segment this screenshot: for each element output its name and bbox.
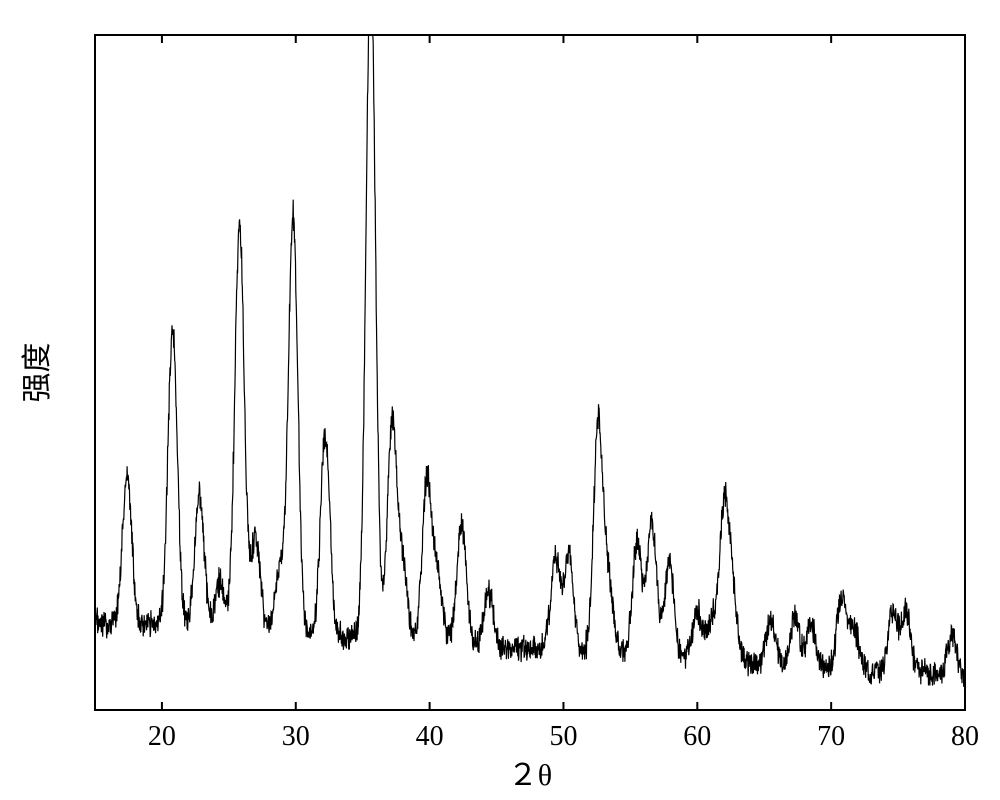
x-tick-label: 80 [951, 721, 979, 752]
x-tick-label: 40 [416, 721, 444, 752]
x-tick-label: 20 [148, 721, 176, 752]
xrd-chart: 20 30 40 50 60 70 80 ２θ 强度 [0, 0, 1000, 800]
y-axis-label: 强度 [21, 343, 54, 403]
x-tick-label: 70 [817, 721, 845, 752]
x-tick-label: 60 [683, 721, 711, 752]
x-tick-label: 30 [282, 721, 310, 752]
chart-svg: 20 30 40 50 60 70 80 ２θ 强度 [0, 0, 1000, 800]
x-tick-label: 50 [549, 721, 577, 752]
x-axis-label: ２θ [508, 759, 552, 792]
